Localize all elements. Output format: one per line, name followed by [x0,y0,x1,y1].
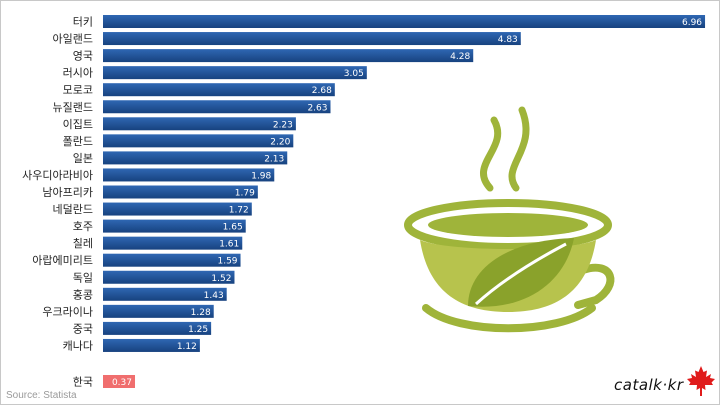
maple-leaf-icon [687,366,715,396]
category-label-9: 사우디아라비아 [22,169,93,182]
category-label-highlight: 한국 [73,376,93,389]
bar-18 [103,321,212,335]
bar-10 [103,185,258,199]
value-label-13: 1.61 [219,240,239,250]
value-label-8: 2.13 [264,154,284,164]
value-label-5: 2.63 [307,103,327,113]
bar-3 [103,66,367,80]
value-label-12: 1.65 [223,223,243,233]
value-label-0: 6.96 [682,18,702,28]
category-label-7: 폴란드 [63,135,93,148]
category-label-16: 홍콩 [73,287,93,301]
bar-1 [103,32,521,46]
category-label-14: 아랍에미리트 [32,254,93,267]
bar-6 [103,117,296,131]
value-label-15: 1.52 [211,274,231,284]
category-label-0: 터키 [73,16,93,29]
category-label-2: 영국 [73,50,93,63]
bar-14 [103,253,241,267]
value-label-10: 1.79 [235,189,255,199]
bar-0 [103,15,706,28]
teacup-icon [404,106,615,333]
bar-11 [103,202,252,216]
category-label-11: 네덜란드 [53,203,93,216]
value-label-7: 2.20 [270,137,290,147]
bar-7 [103,134,294,148]
category-label-19: 캐나다 [63,339,93,352]
bar-12 [103,219,246,233]
category-label-18: 중국 [73,322,93,335]
bar-highlight [103,375,136,388]
value-label-9: 1.98 [251,171,271,181]
category-label-15: 독일 [73,270,93,284]
category-label-5: 뉴질랜드 [53,101,93,114]
value-label-highlight: 0.37 [112,378,132,388]
bar-4 [103,83,335,97]
bar-2 [103,49,474,63]
category-label-4: 모로코 [63,84,93,97]
category-label-10: 남아프리카 [42,186,93,199]
bar-17 [103,304,214,318]
value-label-19: 1.12 [177,342,197,352]
value-label-1: 4.83 [498,35,518,45]
brand-logo-text: catalk·kr [614,376,684,394]
bar-13 [103,236,243,250]
value-label-18: 1.25 [188,325,208,335]
category-label-8: 일본 [73,151,93,165]
value-label-17: 1.28 [191,308,211,318]
value-label-11: 1.72 [229,206,249,216]
value-label-3: 3.05 [344,69,364,79]
value-label-6: 2.23 [273,120,293,130]
category-label-1: 아일랜드 [53,32,93,46]
bar-16 [103,287,227,301]
value-label-16: 1.43 [204,291,224,301]
bar-9 [103,168,275,182]
category-label-17: 우크라이나 [42,305,93,318]
category-label-3: 러시아 [63,67,93,80]
source-note: Source: Statista [6,390,77,401]
value-label-2: 4.28 [450,52,470,62]
bar-8 [103,151,288,165]
bar-5 [103,100,331,114]
value-label-14: 1.59 [217,257,237,267]
category-label-12: 호주 [73,220,93,233]
value-label-4: 2.68 [312,86,332,96]
bar-19 [103,338,200,352]
category-label-6: 이집트 [63,118,93,131]
category-label-13: 칠레 [73,237,93,250]
bar-15 [103,270,235,284]
